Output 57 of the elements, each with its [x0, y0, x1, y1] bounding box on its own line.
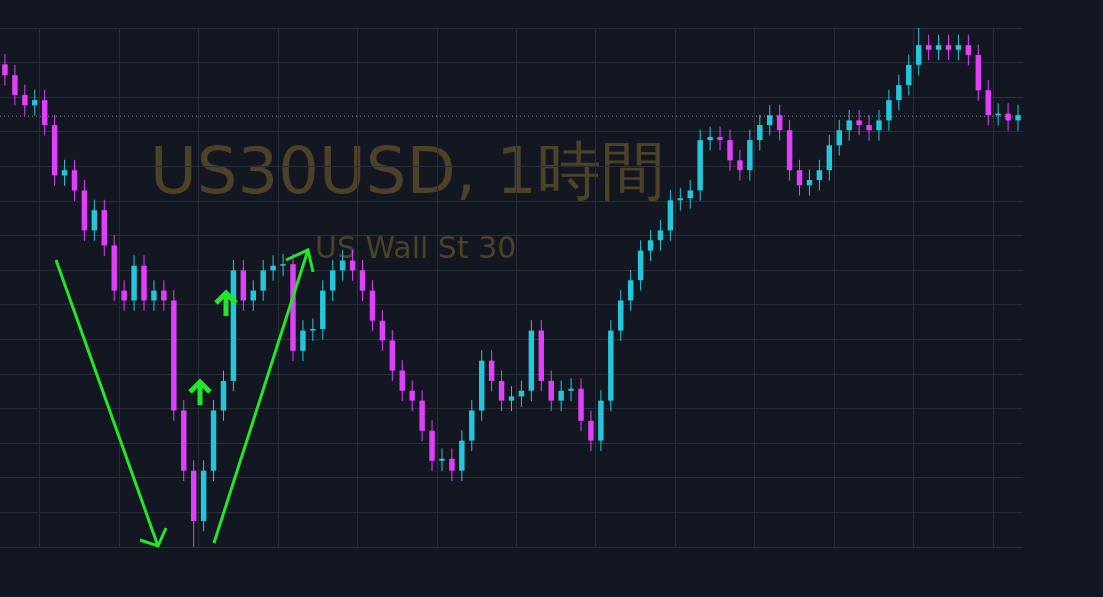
candlestick — [568, 377, 574, 402]
candlestick — [717, 126, 723, 151]
candlestick — [439, 447, 445, 472]
candlestick — [816, 159, 823, 191]
candlestick — [260, 259, 266, 302]
candlestick — [856, 109, 862, 136]
candlestick — [657, 219, 664, 252]
candlestick — [91, 199, 98, 242]
candlestick — [915, 27, 922, 76]
candlestick — [687, 179, 694, 210]
candlestick — [22, 84, 28, 117]
candlestick — [1005, 102, 1011, 132]
candlestick — [359, 259, 366, 302]
candlestick — [846, 109, 852, 142]
candlestick — [876, 109, 882, 142]
candlestick — [767, 104, 773, 136]
candlestick — [71, 159, 78, 202]
candlestick — [488, 349, 495, 392]
candlestick — [2, 53, 8, 87]
candlestick — [508, 385, 515, 412]
candlestick — [776, 104, 783, 142]
candlestick — [1015, 104, 1021, 132]
candlestick — [558, 379, 564, 412]
candlestick — [866, 114, 872, 142]
candlestick — [727, 129, 733, 172]
candlestick — [757, 114, 763, 151]
candlestick — [409, 379, 415, 412]
candlestick — [548, 370, 554, 412]
candlestick — [886, 89, 892, 132]
candlestick — [925, 34, 932, 61]
candlestick — [12, 64, 18, 106]
candlestick — [300, 319, 306, 362]
candlestick — [161, 279, 167, 312]
candlestick — [151, 279, 157, 312]
candlestick — [498, 370, 505, 412]
candlestick — [945, 34, 952, 61]
candlestick — [270, 254, 276, 282]
candlestick — [449, 447, 455, 482]
candlestick — [627, 269, 634, 312]
candlestick — [588, 410, 594, 452]
candlestick — [677, 187, 684, 212]
candlestick — [906, 53, 912, 96]
candlestick — [737, 149, 743, 182]
candlestick — [121, 279, 127, 312]
candlestick — [647, 229, 654, 262]
text: US Wall St 30 — [315, 230, 517, 265]
candlestick — [399, 359, 405, 402]
candlestick — [836, 119, 842, 157]
candlestick — [896, 74, 902, 112]
candlestick — [965, 34, 972, 66]
candlestick — [280, 253, 286, 277]
candlestick — [935, 34, 942, 61]
candlestick — [329, 259, 336, 302]
candlestick — [707, 126, 713, 151]
candlestick — [955, 34, 962, 61]
candlestick — [310, 318, 316, 342]
candlestick — [796, 159, 803, 197]
